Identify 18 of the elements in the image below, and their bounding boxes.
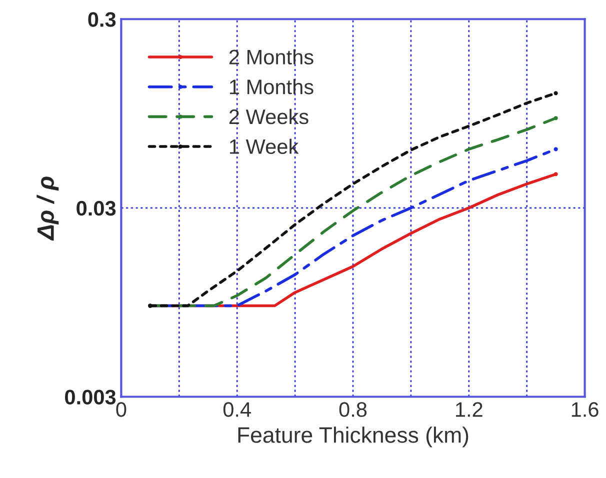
x-axis-title: Feature Thickness (km) (238, 426, 468, 448)
y-tick-label: 0.3 (88, 12, 116, 27)
y-axis-title: Δρ / ρ (36, 176, 59, 241)
legend-label: 1 Months (230, 79, 314, 94)
legend-label: 2 Weeks (229, 108, 308, 124)
y-tick-label: 0.003 (65, 390, 116, 405)
y-tick-label: 0.03 (76, 200, 116, 216)
point (554, 172, 558, 176)
point (554, 116, 558, 120)
x-tick-label: 1.2 (456, 402, 482, 417)
x-tick-label: 0.8 (339, 402, 367, 417)
legend-label: 2 Months (229, 49, 314, 64)
x-tick-label: 0 (116, 402, 126, 417)
x-tick-label: 1.6 (572, 402, 598, 417)
point (554, 147, 558, 152)
x-tick-label: 0.4 (223, 402, 251, 417)
legend-label: 1 Week (230, 138, 299, 154)
point (554, 91, 558, 96)
